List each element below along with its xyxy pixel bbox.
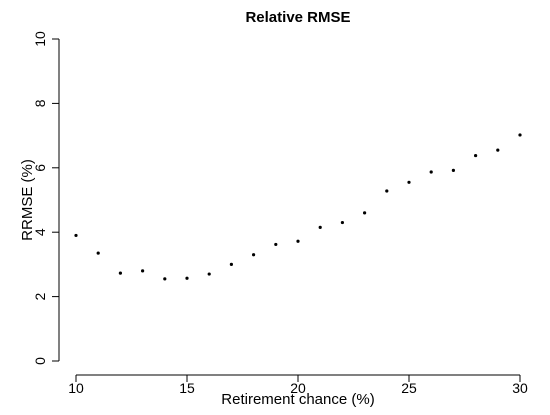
data-point bbox=[496, 148, 500, 152]
y-axis-label: RRMSE (%) bbox=[19, 159, 36, 241]
data-point bbox=[74, 233, 78, 238]
x-axis: 10 15 20 25 30 bbox=[68, 374, 528, 396]
data-point bbox=[451, 168, 455, 172]
data-point bbox=[363, 211, 367, 215]
data-point bbox=[385, 189, 389, 193]
y-tick-label: 8 bbox=[32, 99, 48, 107]
data-point bbox=[163, 277, 167, 281]
x-tick-label: 30 bbox=[512, 380, 528, 396]
data-point bbox=[252, 253, 256, 257]
x-tick-label: 20 bbox=[290, 380, 306, 396]
data-point bbox=[407, 180, 411, 184]
data-point bbox=[518, 133, 522, 137]
data-point bbox=[340, 220, 344, 225]
chart-title: Relative RMSE bbox=[245, 9, 350, 26]
x-tick-label: 10 bbox=[68, 380, 84, 396]
data-point bbox=[274, 242, 278, 247]
x-axis-label: Retirement chance (%) bbox=[221, 391, 374, 408]
y-tick-label: 0 bbox=[32, 357, 48, 365]
y-tick-label: 10 bbox=[32, 31, 48, 47]
data-point bbox=[185, 276, 189, 280]
data-point bbox=[229, 262, 233, 266]
x-tick-label: 25 bbox=[401, 380, 417, 396]
x-tick-label: 15 bbox=[179, 380, 195, 396]
data-point bbox=[296, 239, 300, 243]
data-point bbox=[207, 272, 211, 276]
data-points bbox=[74, 133, 522, 281]
data-point bbox=[141, 269, 145, 273]
data-point bbox=[118, 271, 122, 275]
y-tick-label: 6 bbox=[32, 164, 48, 172]
data-point bbox=[96, 251, 100, 255]
y-tick-label: 4 bbox=[32, 228, 48, 236]
y-axis: 0 2 4 6 8 10 bbox=[32, 31, 60, 365]
data-point bbox=[474, 153, 478, 158]
data-point bbox=[318, 225, 322, 229]
data-point bbox=[429, 170, 433, 174]
y-tick-label: 2 bbox=[32, 292, 48, 300]
